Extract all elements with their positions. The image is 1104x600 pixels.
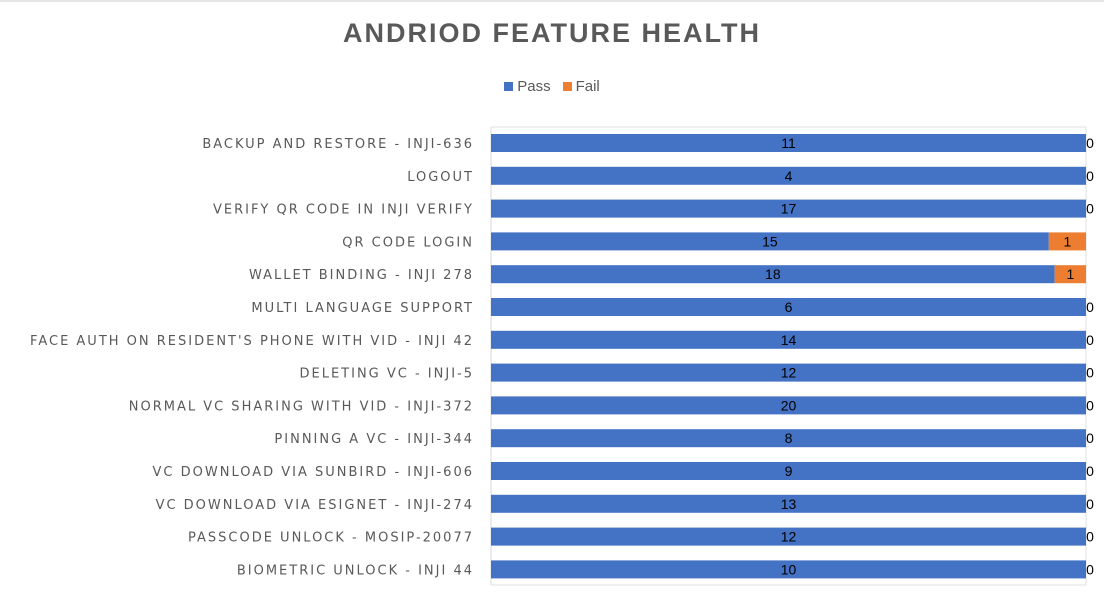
category-label: BIOMETRIC UNLOCK - INJI 44: [237, 563, 474, 578]
legend-swatch-fail: [562, 82, 572, 91]
category-label: DELETING VC - INJI-5: [299, 367, 474, 382]
legend-item-pass: Pass: [504, 78, 551, 95]
data-label-pass: 20: [781, 397, 797, 413]
data-label-fail: 0: [1086, 299, 1094, 315]
data-label-fail: 0: [1086, 168, 1094, 184]
data-label-fail: 0: [1086, 135, 1094, 151]
data-label-pass: 14: [781, 332, 797, 348]
data-label-fail: 0: [1086, 332, 1094, 348]
bar-pass: [491, 560, 1086, 579]
bar-pass: [491, 527, 1086, 546]
data-label-pass: 12: [781, 529, 797, 545]
data-label-fail: 0: [1086, 463, 1094, 479]
data-label-fail: 0: [1086, 365, 1094, 381]
bar-pass: [491, 199, 1086, 218]
data-label-pass: 13: [781, 496, 797, 512]
data-label-pass: 11: [781, 135, 796, 151]
data-label-fail: 0: [1086, 201, 1094, 217]
data-label-pass: 17: [781, 201, 797, 217]
category-label: LOGOUT: [407, 170, 474, 185]
category-label: NORMAL VC SHARING WITH VID - INJI-372: [129, 399, 474, 414]
data-label-fail: 0: [1086, 529, 1094, 545]
category-label: WALLET BINDING - INJI 278: [249, 268, 474, 283]
chart-legend: Pass Fail: [0, 78, 1104, 95]
category-label: VC DOWNLOAD VIA ESIGNET - INJI-274: [156, 498, 474, 513]
data-label-pass: 15: [762, 233, 778, 249]
bar-pass: [491, 363, 1086, 382]
data-label-fail: 1: [1064, 233, 1072, 249]
bar-pass: [491, 265, 1055, 284]
data-label-pass: 9: [785, 463, 793, 479]
category-label: PASSCODE UNLOCK - MOSIP-20077: [188, 531, 474, 546]
data-label-fail: 1: [1066, 266, 1074, 282]
category-label: VERIFY QR CODE IN INJI VERIFY: [213, 203, 474, 218]
category-label: FACE AUTH ON RESIDENT'S PHONE WITH VID -…: [30, 334, 474, 349]
data-label-pass: 10: [781, 561, 797, 577]
category-label: MULTI LANGUAGE SUPPORT: [251, 301, 474, 316]
data-label-pass: 12: [781, 365, 797, 381]
data-label-fail: 0: [1086, 561, 1094, 577]
data-label-pass: 8: [785, 430, 793, 446]
bar-pass: [491, 429, 1086, 448]
bar-pass: [491, 494, 1086, 513]
bar-pass: [491, 396, 1086, 415]
bar-pass: [491, 232, 1049, 251]
legend-item-fail: Fail: [562, 78, 600, 95]
category-label: PINNING A VC - INJI-344: [274, 432, 474, 447]
bar-pass: [491, 298, 1086, 316]
category-label: QR CODE LOGIN: [342, 235, 474, 250]
data-label-pass: 4: [785, 168, 793, 184]
bar-fail: [1048, 232, 1086, 251]
chart-title: ANDRIOD FEATURE HEALTH: [343, 18, 761, 48]
bar-pass: [491, 330, 1086, 349]
category-label: VC DOWNLOAD VIA SUNBIRD - INJI-606: [153, 465, 474, 480]
bar-fail: [1054, 265, 1086, 284]
bar-pass: [491, 166, 1086, 185]
legend-swatch-pass: [504, 82, 514, 91]
data-label-fail: 0: [1086, 397, 1094, 413]
data-label-pass: 18: [765, 266, 781, 282]
category-label: BACKUP AND RESTORE - INJI-636: [202, 137, 474, 152]
top-border: [0, 0, 1104, 2]
data-label-fail: 0: [1086, 496, 1094, 512]
bar-pass: [491, 134, 1086, 152]
legend-label-fail: Fail: [575, 78, 600, 95]
data-label-pass: 6: [785, 299, 793, 315]
legend-label-pass: Pass: [517, 78, 551, 95]
bar-pass: [491, 462, 1086, 480]
data-label-fail: 0: [1086, 430, 1094, 446]
